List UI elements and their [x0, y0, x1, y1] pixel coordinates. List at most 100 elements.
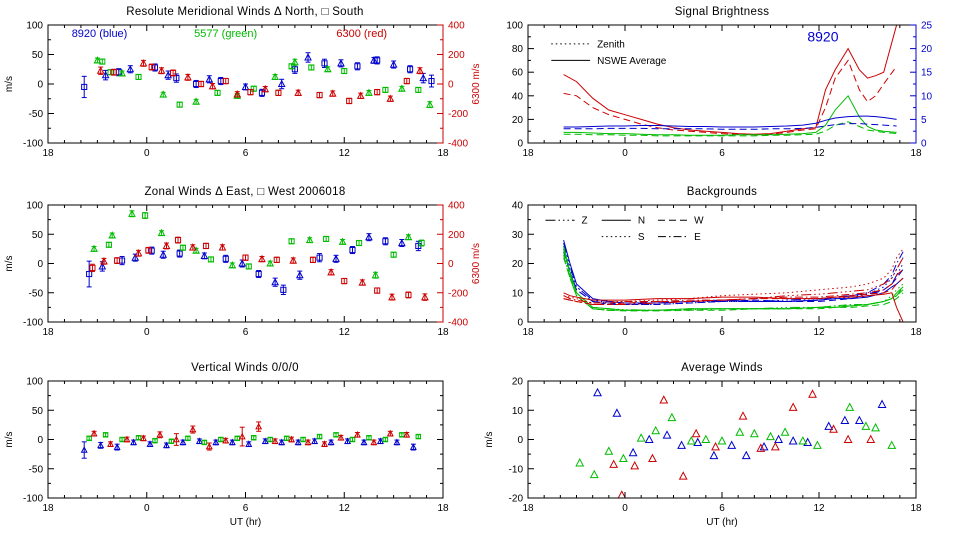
legend: Zenith NSWE Average [551, 39, 667, 67]
svg-text:18: 18 [42, 327, 54, 338]
svg-text:W: W [694, 216, 704, 227]
svg-text:0: 0 [144, 503, 150, 514]
series-layer [80, 421, 422, 459]
panel-title-backgrounds: Backgrounds [686, 186, 758, 198]
svg-text:E: E [694, 232, 701, 243]
svg-text:10: 10 [512, 288, 524, 299]
svg-text:100: 100 [26, 201, 43, 212]
svg-text:40: 40 [512, 91, 524, 102]
y-axis-left [528, 204, 916, 323]
panel-average-winds: 18 0 6 12 18 -20 -10 0 10 20 m/s UT (hr) [480, 360, 960, 540]
y-axis-label: m/s [4, 255, 15, 271]
resolute-meridional-winds-svg: 18 0 6 12 18-100-50050100-400-20002004006300… [4, 21, 482, 160]
svg-text:100: 100 [26, 21, 43, 32]
series-5577-nswe-average [563, 94, 897, 136]
svg-text:NSWE Average: NSWE Average [597, 56, 667, 67]
series-8920-z [563, 242, 904, 304]
series-layer [563, 25, 898, 137]
series-6300-west [89, 236, 412, 299]
series-6300-n [563, 292, 904, 322]
svg-text:0: 0 [622, 327, 628, 338]
series-8920 [80, 437, 417, 459]
svg-text:18: 18 [42, 503, 54, 514]
panel-signal-brightness: 18 0 6 12 18 0 20 40 60 80 100 0 5 10 15 20 25 Zenith NSWE… [480, 0, 960, 180]
axes [47, 380, 444, 499]
svg-text:50: 50 [32, 230, 44, 241]
svg-text:0: 0 [144, 327, 150, 338]
series-layer [81, 52, 435, 109]
svg-text:0: 0 [622, 503, 628, 514]
y-axis-label: m/s [4, 431, 15, 447]
x-axis-label: UT (hr) [706, 517, 737, 528]
annotation: 8920 (blue) [72, 28, 128, 40]
svg-text:30: 30 [512, 230, 524, 241]
svg-text:-50: -50 [29, 109, 44, 120]
svg-text:18: 18 [42, 148, 54, 159]
series-layer [563, 239, 904, 322]
svg-text:400: 400 [448, 21, 465, 32]
series-6300-south [110, 63, 410, 105]
svg-text:-100: -100 [23, 139, 43, 150]
svg-text:18: 18 [522, 503, 534, 514]
svg-text:20: 20 [921, 44, 933, 55]
y-axis-right [910, 24, 917, 144]
svg-text:-20: -20 [509, 494, 524, 505]
svg-text:18: 18 [437, 148, 449, 159]
svg-text:0: 0 [144, 148, 150, 159]
y-axis-left [48, 24, 54, 144]
series-8920-north [101, 52, 428, 91]
svg-text:12: 12 [339, 148, 351, 159]
svg-text:50: 50 [32, 50, 44, 61]
y-axis-left [528, 380, 916, 499]
series-5577-south [99, 58, 422, 108]
svg-text:12: 12 [813, 327, 825, 338]
series-layer [86, 209, 429, 301]
axes [527, 380, 917, 499]
svg-text:12: 12 [339, 327, 351, 338]
svg-text:Z: Z [582, 216, 588, 227]
svg-text:0: 0 [37, 259, 43, 270]
svg-text:15: 15 [921, 68, 933, 79]
series-6300-north [96, 59, 424, 102]
svg-text:6: 6 [243, 503, 249, 514]
svg-text:5: 5 [921, 115, 927, 126]
panel-title-signal-brightness: Signal Brightness [674, 6, 770, 18]
series-6300 [609, 389, 876, 498]
zonal-winds-svg: 18 0 6 12 18-100-50050100-400-20002004006300… [4, 201, 482, 339]
panel-title-meridional: Resolute Meridional Winds Δ North, □ Sou… [126, 6, 364, 18]
svg-text:10: 10 [512, 406, 524, 417]
y-axis-left [48, 204, 54, 323]
svg-text:60: 60 [512, 68, 524, 79]
svg-text:100: 100 [26, 377, 43, 388]
svg-text:0: 0 [448, 259, 454, 270]
svg-text:6: 6 [719, 503, 725, 514]
panel-title-average-winds: Average Winds [681, 362, 763, 374]
signal-brightness-svg: 18 0 6 12 180204060801000510152025ZenithNSWE… [506, 21, 933, 160]
svg-text:-50: -50 [29, 464, 44, 475]
svg-text:0: 0 [517, 318, 523, 329]
series-5577-s [563, 251, 904, 311]
y-axis-right-label: 6300 m/s [471, 63, 482, 104]
svg-text:18: 18 [437, 327, 449, 338]
x-axis-ticks [527, 205, 917, 322]
svg-text:0: 0 [921, 139, 927, 150]
axes [527, 204, 917, 323]
svg-text:20: 20 [512, 259, 524, 270]
y-axis-label: m/s [4, 76, 15, 92]
x-axis-ticks [47, 25, 444, 143]
svg-text:-100: -100 [23, 318, 43, 329]
svg-text:400: 400 [448, 201, 465, 212]
y-axis-left [48, 380, 443, 499]
svg-text:12: 12 [813, 503, 825, 514]
annotation: 6300 (red) [336, 28, 387, 40]
legend: Z N W S E [545, 216, 704, 243]
svg-text:40: 40 [512, 201, 524, 212]
svg-text:18: 18 [910, 503, 922, 514]
annotation: 8920 [807, 29, 838, 45]
annotation: 5577 (green) [194, 28, 257, 40]
series-5577-west [105, 212, 425, 270]
panel-resolute-meridional-winds: 18 0 6 12 18 -100 -50 0 50 100 -400 -200 0 200 400 6300… [0, 0, 490, 180]
